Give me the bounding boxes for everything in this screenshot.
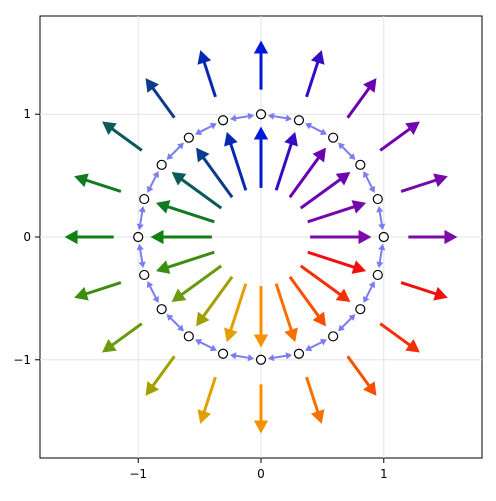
x-tick-label-0: −1 [129,467,147,481]
y-tick-label-1: 0 [23,230,31,244]
outer-arrow-6 [197,50,217,98]
ring-link-16 [305,339,327,352]
outer-arrow-11 [74,281,122,301]
inner-arrow-0 [310,229,372,245]
x-axis-ticks: −1 0 1 [129,458,388,481]
ring-link-1 [363,171,376,193]
outer-arrow-2 [379,121,420,152]
outer-arrow-5 [253,40,269,90]
outer-arrow-17 [346,355,377,396]
ring-link-7 [166,142,184,160]
x-tick-label-2: 1 [380,467,388,481]
ring-links [136,112,386,362]
outer-arrow-12 [102,322,143,353]
outer-arrow-18 [379,322,420,353]
ring-link-10 [136,243,146,269]
inner-arrow-4 [274,131,298,191]
ring-link-9 [136,205,146,231]
outer-arrow-14 [197,376,217,424]
outer-arrow-16 [305,376,325,424]
ring-link-19 [376,243,386,269]
y-tick-label-2: 1 [23,107,31,121]
ring-link-0 [376,205,386,231]
ring-link-11 [146,281,159,303]
outer-arrow-3 [346,78,377,119]
inner-arrow-11 [155,250,215,274]
outer-arrow-7 [145,78,176,119]
ring-link-2 [338,142,356,160]
ring-marker-14 [217,348,229,359]
x-tick-label-1: 0 [257,467,265,481]
ring-marker-8 [156,159,167,170]
outer-arrow-1 [400,173,448,193]
ring-marker-5 [255,109,267,120]
outer-arrows [64,40,458,434]
ring-link-5 [229,112,255,122]
ring-marker-7 [183,132,194,143]
ring-marker-10 [133,231,144,243]
inner-arrow-7 [196,147,234,199]
ring-marker-1 [372,193,383,205]
outer-arrow-15 [253,384,269,434]
inner-arrow-2 [299,172,351,210]
inner-arrow-12 [171,264,223,302]
inner-arrow-10 [150,229,212,245]
ring-marker-3 [328,132,339,143]
inner-arrow-18 [299,264,351,302]
ring-link-8 [146,171,159,193]
inner-arrow-14 [224,283,248,343]
ring-link-12 [166,314,184,332]
ring-link-17 [338,314,356,332]
inner-arrow-5 [253,126,269,188]
inner-arrows [150,126,372,348]
inner-arrow-15 [253,286,269,348]
ring-marker-2 [355,159,366,170]
inner-arrow-3 [288,147,326,199]
ring-marker-15 [255,354,267,365]
ring-marker-17 [328,331,339,342]
ring-marker-12 [156,304,167,315]
inner-arrow-13 [196,275,234,327]
ring-marker-11 [139,269,150,281]
ring-link-3 [305,122,327,135]
y-tick-label-0: −1 [13,353,31,367]
outer-arrow-0 [408,229,458,245]
inner-arrow-19 [307,250,367,274]
ring-marker-16 [293,348,305,359]
inner-arrow-1 [307,200,367,224]
outer-arrow-8 [102,121,143,152]
outer-arrow-10 [64,229,114,245]
inner-arrow-6 [224,131,248,191]
ring-link-13 [195,339,217,352]
outer-arrow-4 [305,50,325,98]
ring-link-4 [267,112,293,122]
y-axis-ticks: −1 0 1 [13,107,40,367]
outer-arrow-13 [145,355,176,396]
ring-link-15 [267,352,293,362]
ring-link-14 [229,352,255,362]
ring-marker-18 [355,304,366,315]
ring-marker-6 [217,115,229,126]
ring-markers [133,109,389,365]
outer-arrow-19 [400,281,448,301]
outer-arrow-9 [74,173,122,193]
ring-marker-19 [372,269,383,281]
ring-marker-9 [139,193,150,205]
ring-marker-0 [378,231,389,243]
ring-link-18 [363,281,376,303]
inner-arrow-16 [274,283,298,343]
inner-arrow-8 [171,172,223,210]
ring-link-6 [195,122,217,135]
inner-arrow-17 [288,275,326,327]
inner-arrow-9 [155,200,215,224]
ring-marker-4 [293,115,305,126]
ring-marker-13 [183,331,194,342]
